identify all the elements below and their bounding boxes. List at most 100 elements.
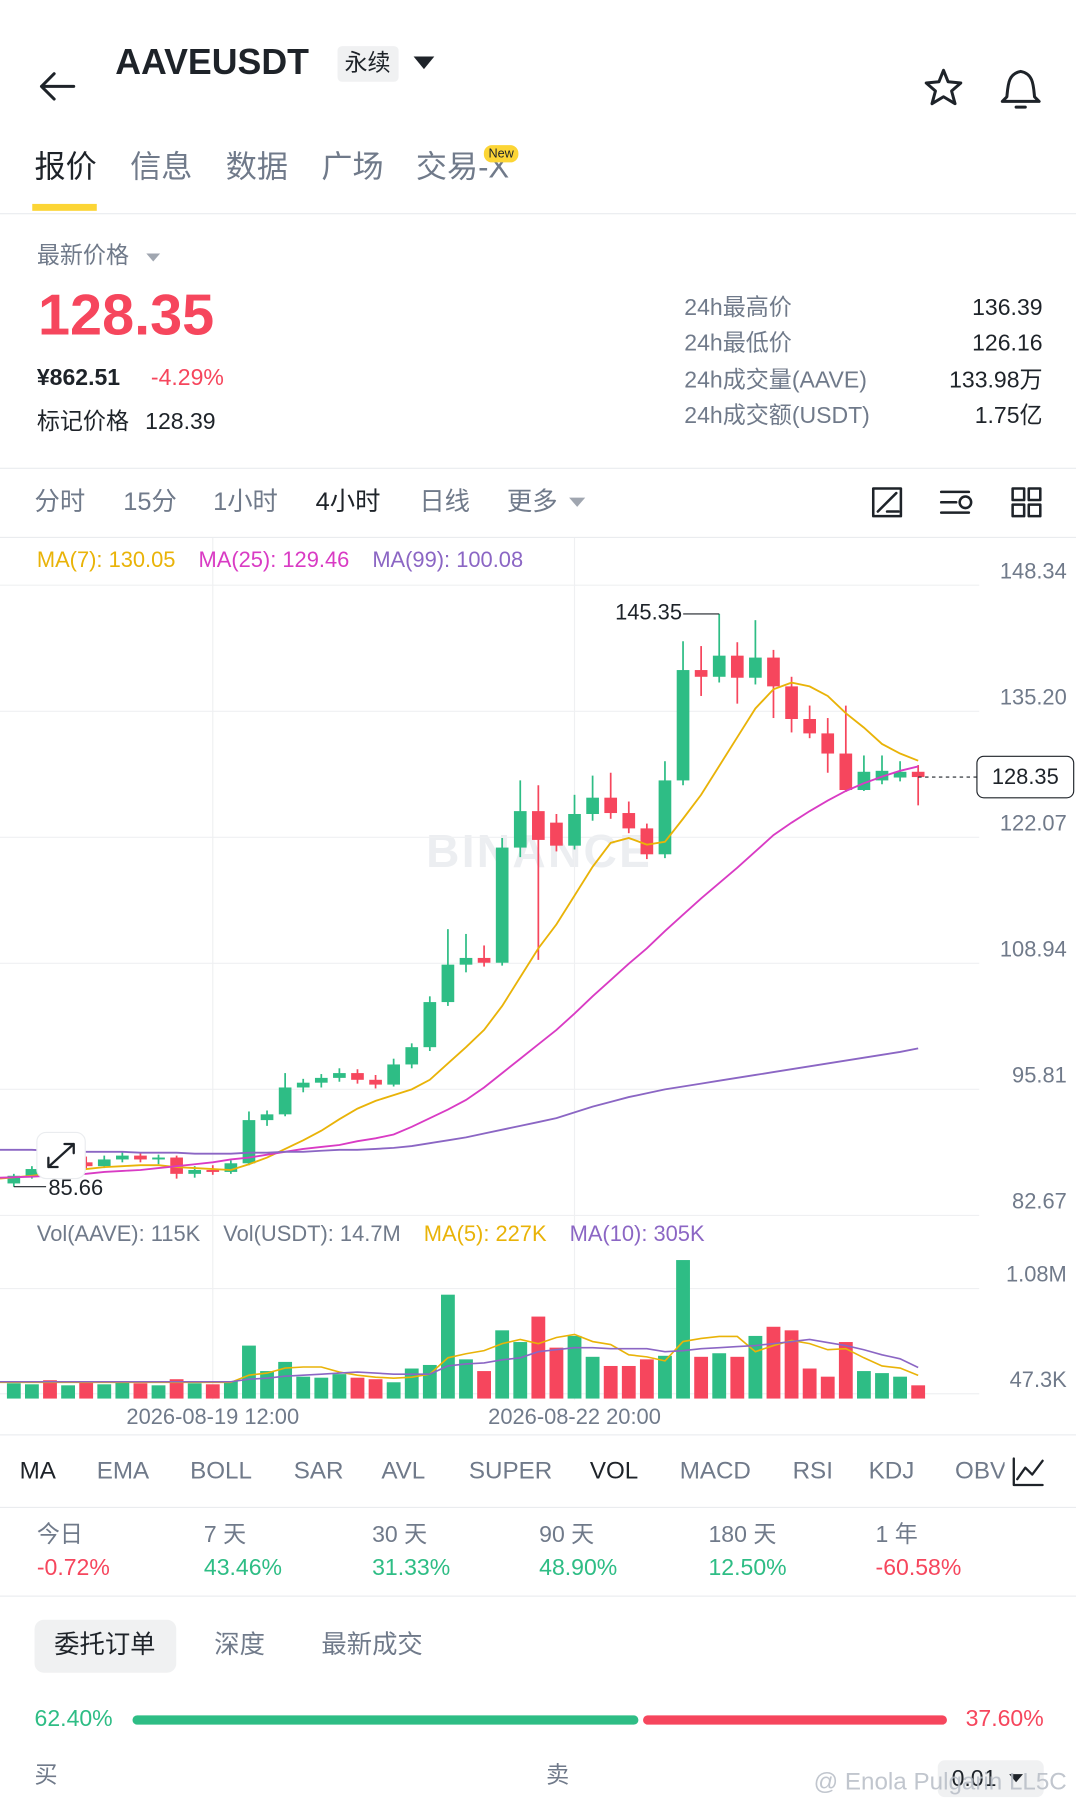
volume-bar [838,1342,853,1399]
volume-bar [658,1355,672,1399]
volume-bar [639,1359,654,1399]
candle-body [604,797,618,814]
indicator[interactable]: VOL [590,1458,638,1485]
order-tab[interactable]: 委托订单 [54,1631,155,1659]
volume-bar [440,1294,455,1399]
candle-body [134,1155,147,1160]
ma-line [0,1047,919,1155]
interval[interactable]: 1小时 [213,488,278,516]
indicator-settings-button[interactable] [939,490,973,514]
volume-bar [278,1361,293,1399]
candle-body [260,1114,274,1121]
back-button[interactable] [39,72,76,101]
alert-button[interactable] [1000,69,1041,109]
candle-body [477,957,491,963]
candle-body [785,686,798,719]
candle-body [694,670,708,677]
tab[interactable]: 信息 [130,150,192,185]
candle-body [550,822,563,846]
candle-body [658,780,672,855]
tab[interactable]: 数据 [226,150,288,185]
chart-style-button[interactable] [1012,1457,1044,1487]
layout-button[interactable] [1011,487,1042,518]
interval[interactable]: 15分 [123,488,177,516]
stat-label: 24h最高价 [684,294,792,320]
volume-bar [386,1382,401,1399]
y-tick-label: 47.3K [1010,1367,1068,1392]
y-tick-label: 148.34 [1000,558,1067,583]
candle-body [839,753,853,791]
more-dropdown[interactable] [569,497,586,507]
indicator[interactable]: EMA [97,1458,150,1485]
indicator[interactable]: BOLL [190,1458,252,1485]
candle-body [730,655,744,678]
volume-bar [242,1345,256,1399]
volume-bar [79,1381,94,1399]
interval[interactable]: 分时 [35,488,86,516]
volume-bar [603,1365,618,1399]
legend-entry: Vol(AAVE): 115K [37,1221,201,1246]
candle-body [441,964,455,1003]
indicator[interactable]: RSI [793,1458,833,1485]
candle-body [767,657,780,687]
order-tab[interactable]: 深度 [214,1631,265,1659]
volume-bar [567,1335,582,1399]
order-tab[interactable]: 最新成交 [321,1631,422,1659]
indicator[interactable]: AVL [381,1458,425,1485]
mark-label: 标记价格 [37,408,129,434]
y-tick-label: 122.07 [1000,810,1067,835]
period-change: 43.46% [204,1554,282,1580]
legend-entry: MA(10): 305K [570,1221,705,1246]
period-label: 180 天 [709,1521,777,1547]
tab-indicator [32,203,97,211]
volume-bar [61,1385,75,1399]
indicator[interactable]: SAR [294,1458,344,1485]
last-price-box [976,755,1075,799]
candle-body [568,813,581,846]
divider [0,213,1076,215]
draw-tool-button[interactable] [871,487,903,518]
tab[interactable]: 报价 [35,150,97,185]
volume-bar [784,1330,799,1399]
period-change: -0.72% [37,1554,110,1580]
price-dropdown[interactable] [146,253,161,262]
interval[interactable]: 更多 [507,488,558,516]
candle-body [188,1170,202,1174]
y-tick-label: 82.67 [1012,1189,1067,1214]
volume-bar [260,1371,274,1399]
candle-body [423,1002,437,1048]
indicator[interactable]: MACD [680,1458,751,1485]
volume-bar [875,1373,889,1399]
mark-price: 128.39 [145,408,215,434]
symbol-dropdown[interactable] [413,56,435,70]
indicator[interactable]: KDJ [869,1458,915,1485]
x-tick-label: 2026-08-19 12:00 [126,1404,299,1429]
legend-entry: MA(99): 100.08 [372,547,523,572]
volume-bar [802,1368,817,1399]
high-marker: 145.35 [615,600,682,625]
volume-bar [187,1383,202,1399]
indicator[interactable]: OBV [955,1458,1007,1485]
interval[interactable]: 4小时 [316,488,381,516]
x-tick-label: 2026-08-22 20:00 [488,1404,661,1429]
precision-select[interactable] [937,1760,1044,1798]
tab[interactable]: 广场 [321,150,383,185]
candle-body [7,1175,21,1184]
volume-bar [893,1376,907,1399]
candle-body [712,655,726,677]
indicator[interactable]: MA [20,1458,57,1485]
volume-bar [694,1356,709,1399]
interval[interactable]: 日线 [419,488,470,516]
indicator[interactable]: SUPER [469,1458,552,1485]
volume-bar [730,1356,745,1399]
candle-body [893,771,907,778]
volume-bar [368,1379,383,1399]
volume-bar [495,1330,510,1399]
volume-bar [332,1374,347,1399]
precision-value: 0.01 [952,1765,997,1791]
y-tick-label: 1.08M [1006,1262,1067,1287]
legend-entry: MA(25): 129.46 [199,547,350,572]
expand-button[interactable] [36,1131,86,1180]
favorite-button[interactable] [924,68,963,106]
